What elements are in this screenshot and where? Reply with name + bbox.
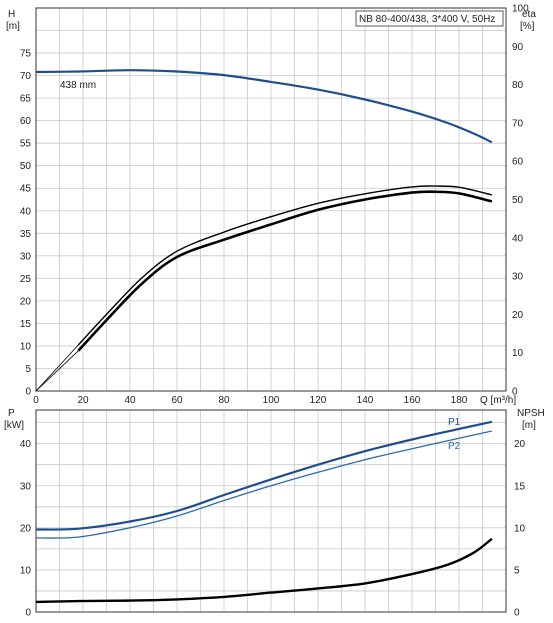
series-label-p1: P1 [448,417,461,428]
top-right-tick-label: 70 [512,118,524,129]
top-left-tick-label: 75 [20,49,32,60]
top-left-tick-label: 65 [20,94,32,105]
top-left-tick-label: 0 [25,387,31,398]
impeller-annotation: 438 mm [60,80,96,91]
top-left-tick-label: 25 [20,274,32,285]
top-right-tick-label: 80 [512,80,524,91]
bottom-panel-ticks: 0 10 20 30 40 0 5 10 15 20 [20,439,526,618]
bottom-left-tick-label: 10 [20,565,32,576]
top-left-tick-label: 30 [20,251,32,262]
top-right-tick-label: 60 [512,157,524,168]
top-left-tick-label: 60 [20,116,32,127]
top-right-tick-label: 50 [512,195,524,206]
x-tick-label: 160 [404,395,421,406]
bottom-left-tick-label: 30 [20,481,32,492]
top-left-tick-label: 10 [20,341,32,352]
top-left-tick-label: 70 [20,71,32,82]
chart-title: NB 80-400/438, 3*400 V, 50Hz [359,14,495,25]
bottom-right-tick-label: 20 [514,439,526,450]
bottom-right-tick-label: 15 [514,481,526,492]
top-right-axis-label: eta [522,9,536,20]
top-right-tick-label: 100 [512,4,529,15]
efficiency-origin-connector [35,344,79,392]
top-panel-frame [35,7,507,392]
bottom-left-tick-label: 0 [25,608,31,619]
top-right-axis-unit: [%] [520,21,535,32]
bottom-left-tick-label: 40 [20,439,32,450]
top-left-axis-unit: [m] [6,21,20,32]
top-left-tick-label: 45 [20,184,32,195]
title-box [355,10,504,27]
x-tick-label: 20 [77,395,89,406]
bottom-right-axis-label: NPSH [517,408,545,419]
top-right-tick-label: 0 [512,387,518,398]
bottom-right-tick-label: 5 [514,565,520,576]
bottom-panel-frame [35,409,507,613]
top-left-tick-label: 50 [20,161,32,172]
top-panel-ticks: 0 5 10 15 20 25 30 35 40 45 50 55 60 65 70 75 0 10 20 30 40 5… [20,4,529,407]
bottom-left-axis-label: P [8,408,15,419]
x-tick-label: 0 [33,395,39,406]
bottom-left-tick-label: 20 [20,523,32,534]
top-left-tick-label: 15 [20,319,32,330]
efficiency-origin-connector [35,350,79,392]
top-right-tick-label: 20 [512,310,524,321]
top-left-tick-label: 35 [20,229,32,240]
series-label-p2: P2 [448,441,461,452]
top-left-axis-label: H [8,9,15,20]
head-curve [35,69,493,144]
top-right-tick-label: 40 [512,233,524,244]
bottom-right-tick-label: 0 [514,608,520,619]
top-left-tick-label: 40 [20,206,32,217]
top-panel-series [35,69,493,392]
series-p2-curve [35,430,493,539]
top-right-tick-label: 30 [512,272,524,283]
efficiency-curve [77,185,493,346]
top-left-tick-label: 55 [20,139,32,150]
bottom-panel-series [35,420,493,604]
x-tick-label: 60 [171,395,183,406]
x-tick-label: 140 [357,395,374,406]
x-tick-label: 120 [310,395,327,406]
bottom-right-axis-unit: [m] [522,420,536,431]
top-panel-grid [36,8,506,391]
bottom-right-tick-label: 10 [514,523,526,534]
bottom-panel-grid [36,410,506,612]
x-tick-label: 180 [451,395,468,406]
bottom-left-axis-unit: [kW] [4,420,24,431]
npsh-curve [35,537,493,604]
top-right-tick-label: 10 [512,348,524,359]
x-tick-label: 100 [263,395,280,406]
x-tick-label: 40 [124,395,136,406]
efficiency-curve [77,190,493,352]
top-right-tick-label: 90 [512,42,524,53]
x-tick-label: 80 [218,395,230,406]
top-left-tick-label: 5 [25,364,31,375]
top-left-tick-label: 20 [20,296,32,307]
series-p1-curve [35,420,493,531]
x-axis-label: Q [m³/h] [480,395,516,406]
